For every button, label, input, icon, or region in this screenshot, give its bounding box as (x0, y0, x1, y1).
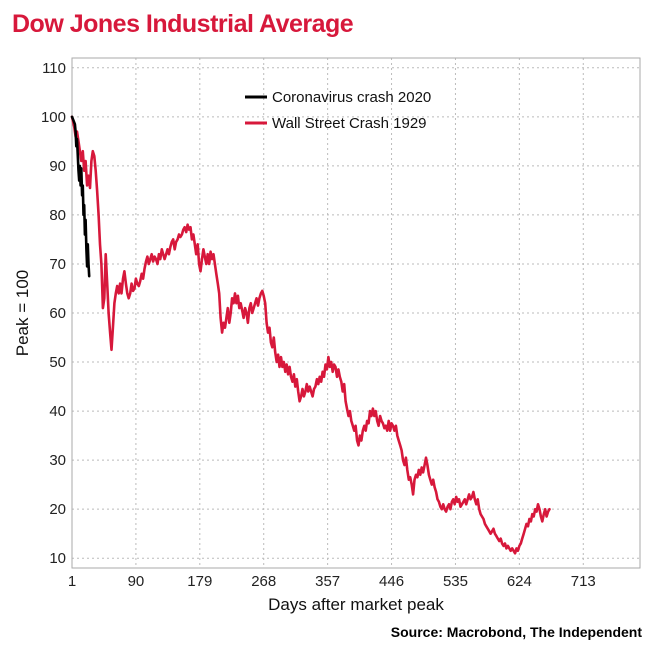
y-axis-label: Peak = 100 (13, 270, 32, 357)
x-tick-label: 268 (251, 573, 276, 590)
y-tick-label: 30 (49, 452, 66, 469)
series-line-wall-street-1929 (70, 115, 551, 555)
legend-label: Wall Street Crash 1929 (272, 115, 427, 132)
x-tick-label: 90 (128, 573, 145, 590)
y-tick-label: 40 (49, 403, 66, 420)
plot-frame (71, 57, 641, 569)
y-tick-label: 50 (49, 354, 66, 371)
y-tick-label: 60 (49, 305, 66, 322)
y-tick-label: 70 (49, 256, 66, 273)
y-tick-label: 90 (49, 158, 66, 175)
source-credit: Source: Macrobond, The Independent (390, 624, 642, 640)
x-tick-label: 1 (68, 573, 76, 590)
x-tick-label: 624 (507, 573, 532, 590)
y-tick-label: 80 (49, 207, 66, 224)
x-tick-label: 713 (571, 573, 596, 590)
tick-labels: 10 20 30 40 50 60 70 80 90 100 110 1 90 179 268 357 446 5… (41, 60, 596, 590)
y-tick-label: 10 (49, 550, 66, 567)
series (70, 115, 551, 555)
y-tick-label: 100 (41, 109, 66, 126)
x-tick-label: 357 (315, 573, 340, 590)
y-tick-label: 110 (42, 60, 66, 77)
y-tick-label: 20 (49, 501, 66, 518)
x-axis-label: Days after market peak (268, 595, 444, 614)
grid (71, 58, 640, 568)
chart-title: Dow Jones Industrial Average (12, 10, 354, 38)
x-tick-label: 446 (379, 573, 404, 590)
x-tick-label: 535 (443, 573, 468, 590)
x-tick-label: 179 (187, 573, 212, 590)
legend: Coronavirus crash 2020 Wall Street Crash … (245, 89, 431, 132)
series-line-coronavirus-2020 (70, 115, 91, 278)
legend-label: Coronavirus crash 2020 (272, 89, 431, 106)
